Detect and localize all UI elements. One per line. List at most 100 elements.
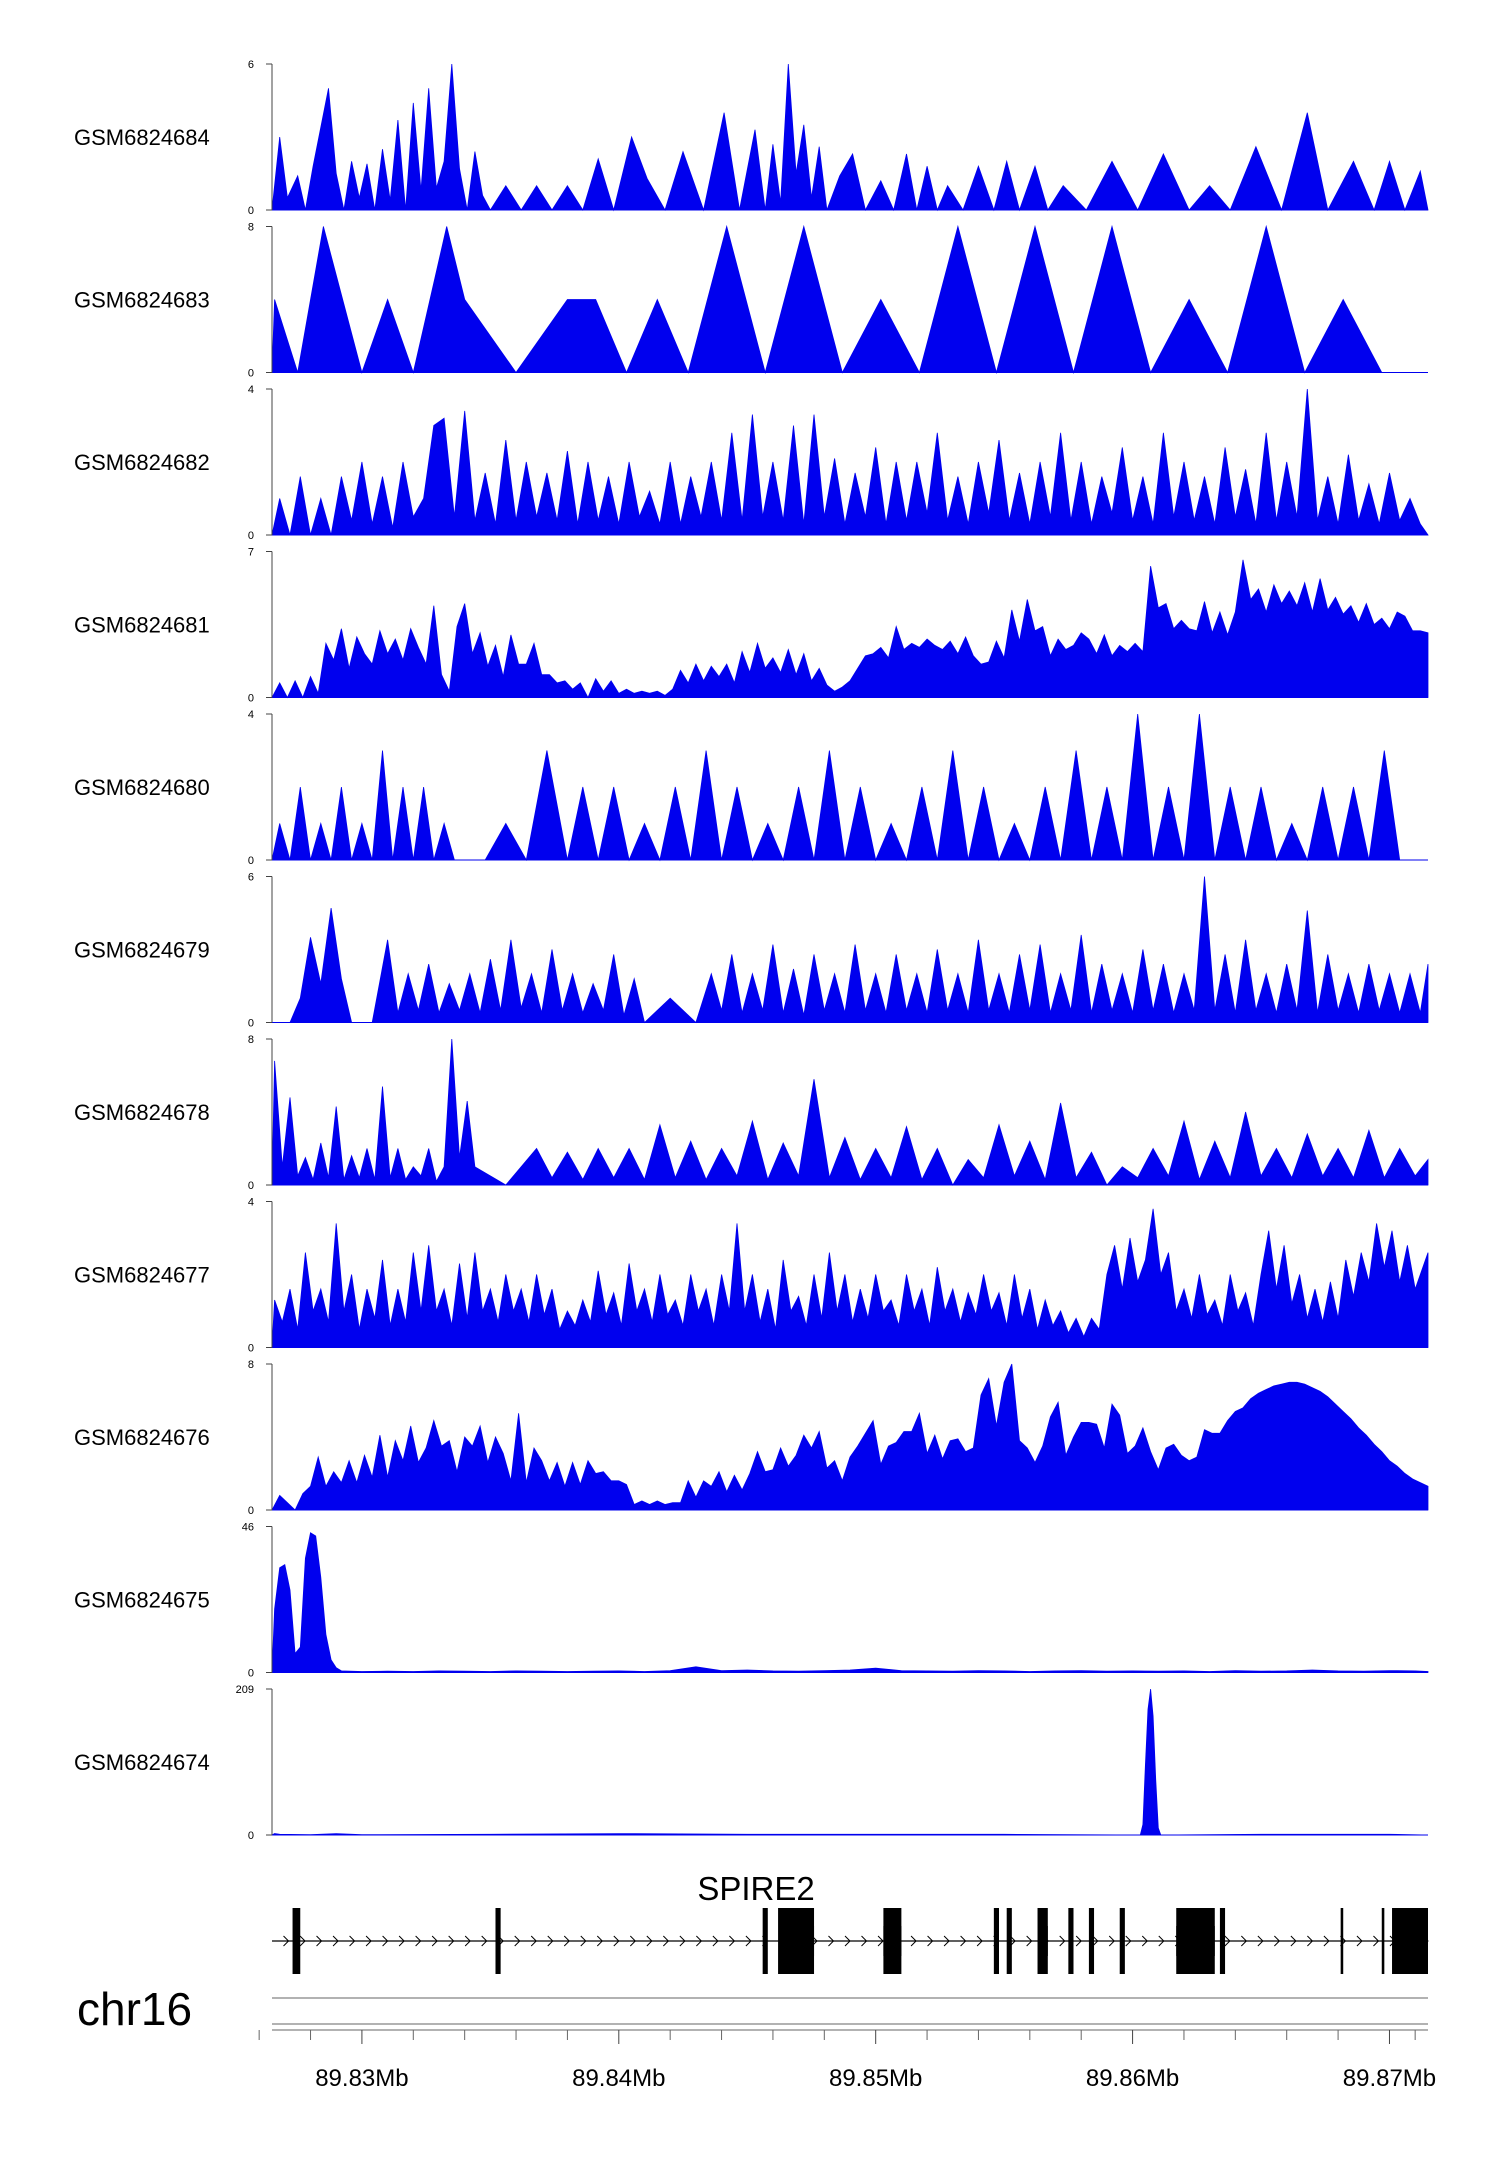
exon bbox=[495, 1908, 501, 1974]
strand-arrow bbox=[1240, 1935, 1248, 1947]
strand-arrow bbox=[1307, 1935, 1314, 1947]
strand-arrow bbox=[696, 1935, 703, 1947]
strand-arrow bbox=[316, 1935, 323, 1947]
strand-arrow bbox=[844, 1935, 851, 1947]
coverage-area bbox=[271, 559, 1429, 699]
y-tick-label: 0 bbox=[248, 1830, 254, 1842]
coverage-area bbox=[271, 388, 1429, 536]
track-GSM6824678: 8 0 GSM6824678 bbox=[74, 1034, 1429, 1192]
strand-arrow bbox=[960, 1935, 967, 1947]
coding-exon bbox=[1042, 1926, 1048, 1956]
strand-arrow bbox=[729, 1935, 736, 1947]
strand-arrow bbox=[1092, 1935, 1099, 1947]
y-tick-label: 7 bbox=[248, 547, 254, 559]
strand-arrow bbox=[1059, 1935, 1066, 1947]
x-tick-label: 89.84Mb bbox=[572, 2065, 665, 2092]
track-GSM6824684: 6 0 GSM6824684 bbox=[74, 59, 1429, 217]
track-label: GSM6824675 bbox=[74, 1588, 210, 1613]
strand-arrow bbox=[530, 1935, 537, 1947]
x-tick-label: 89.83Mb bbox=[315, 2065, 408, 2092]
coding-exon bbox=[1176, 1926, 1215, 1956]
strand-arrow bbox=[596, 1935, 603, 1947]
y-tick-label: 0 bbox=[248, 1018, 254, 1030]
exon bbox=[762, 1908, 768, 1974]
strand-arrow bbox=[877, 1935, 884, 1947]
y-tick-label: 46 bbox=[242, 1522, 254, 1534]
coverage-area bbox=[272, 876, 1429, 1024]
strand-arrow bbox=[1257, 1935, 1264, 1947]
strand-arrow bbox=[283, 1935, 290, 1947]
strand-arrow bbox=[448, 1935, 455, 1947]
y-tick-label: 0 bbox=[248, 1505, 254, 1517]
chromosome-label: chr16 bbox=[77, 1983, 192, 2035]
strand-arrow bbox=[365, 1935, 372, 1947]
coding-exon bbox=[1397, 1926, 1428, 1956]
x-tick-label: 89.86Mb bbox=[1086, 2065, 1179, 2092]
track-GSM6824677: 4 0 GSM6824677 bbox=[74, 1197, 1429, 1355]
coverage-tracks: 6 0 GSM6824684 8 0 GSM6824683 4 0 GSM6824682 7 0 GS… bbox=[74, 59, 1429, 1842]
y-tick-label: 0 bbox=[248, 1343, 254, 1355]
track-label: GSM6824678 bbox=[74, 1100, 210, 1125]
exon bbox=[292, 1908, 301, 1974]
y-tick-label: 0 bbox=[248, 1668, 254, 1680]
coverage-area bbox=[271, 1532, 1429, 1673]
strand-arrow bbox=[1075, 1935, 1082, 1947]
track-GSM6824674: 209 0 GSM6824674 bbox=[74, 1684, 1429, 1842]
exon bbox=[1119, 1908, 1125, 1974]
strand-arrow bbox=[349, 1935, 356, 1947]
track-label: GSM6824683 bbox=[74, 288, 210, 313]
y-tick-label: 0 bbox=[248, 205, 254, 217]
strand-arrow bbox=[398, 1935, 405, 1947]
y-tick-label: 4 bbox=[248, 1197, 254, 1209]
strand-arrow bbox=[481, 1935, 488, 1947]
y-tick-label: 8 bbox=[248, 222, 254, 234]
y-tick-label: 4 bbox=[248, 709, 254, 721]
coverage-area bbox=[271, 224, 1421, 375]
coding-exon bbox=[780, 1926, 815, 1956]
strand-arrow bbox=[382, 1935, 389, 1947]
strand-arrow bbox=[415, 1935, 422, 1947]
exon bbox=[1068, 1908, 1074, 1974]
strand-arrow bbox=[299, 1935, 306, 1947]
strand-arrow bbox=[431, 1935, 438, 1947]
strand-arrow bbox=[1274, 1935, 1281, 1947]
strand-arrow bbox=[1158, 1935, 1165, 1947]
y-tick-label: 0 bbox=[248, 693, 254, 705]
y-tick-label: 0 bbox=[248, 368, 254, 380]
strand-arrow bbox=[712, 1935, 719, 1947]
track-GSM6824680: 4 0 GSM6824680 bbox=[74, 709, 1428, 867]
strand-arrow bbox=[646, 1935, 653, 1947]
exon bbox=[1381, 1908, 1385, 1974]
strand-arrow bbox=[1356, 1935, 1363, 1947]
strand-arrow bbox=[580, 1935, 587, 1947]
y-tick-label: 0 bbox=[248, 530, 254, 542]
y-tick-label: 209 bbox=[236, 1684, 254, 1696]
y-tick-label: 4 bbox=[248, 384, 254, 396]
strand-arrow bbox=[662, 1935, 670, 1947]
coverage-area bbox=[271, 1038, 1429, 1186]
coverage-area bbox=[271, 1688, 1429, 1836]
exon bbox=[1006, 1908, 1012, 1974]
track-GSM6824679: 6 0 GSM6824679 bbox=[74, 872, 1429, 1030]
track-GSM6824683: 8 0 GSM6824683 bbox=[74, 222, 1428, 380]
strand-arrow bbox=[861, 1935, 868, 1947]
coverage-area bbox=[271, 1208, 1429, 1348]
strand-arrow bbox=[464, 1935, 471, 1947]
strand-arrow bbox=[1141, 1935, 1148, 1947]
strand-arrow bbox=[910, 1935, 917, 1947]
coverage-area bbox=[271, 63, 1429, 212]
strand-arrow bbox=[1125, 1935, 1132, 1947]
y-tick-label: 0 bbox=[248, 855, 254, 867]
exon bbox=[1088, 1908, 1095, 1974]
x-tick-label: 89.87Mb bbox=[1343, 2065, 1436, 2092]
strand-arrow bbox=[1224, 1935, 1231, 1947]
gene-label: SPIRE2 bbox=[697, 1870, 814, 1907]
track-label: GSM6824679 bbox=[74, 938, 210, 963]
track-label: GSM6824680 bbox=[74, 775, 210, 800]
strand-arrow bbox=[547, 1935, 554, 1947]
coverage-area bbox=[271, 713, 1416, 862]
y-tick-label: 6 bbox=[248, 59, 254, 71]
track-GSM6824675: 46 0 GSM6824675 bbox=[74, 1522, 1429, 1680]
strand-arrow bbox=[927, 1935, 934, 1947]
